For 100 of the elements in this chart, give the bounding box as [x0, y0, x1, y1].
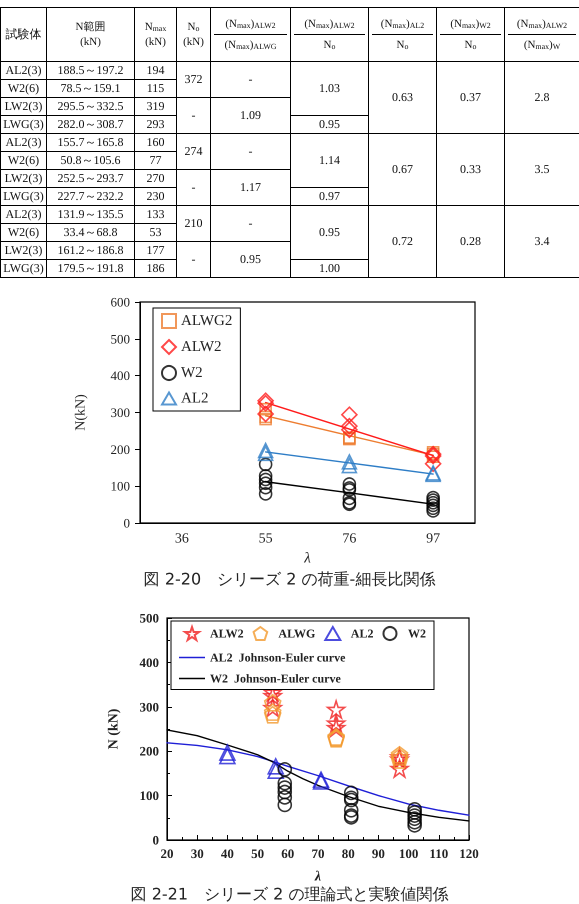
text: 3.4: [534, 234, 550, 248]
category-label: LWG(3): [3, 261, 44, 275]
y-tick-label: 0: [124, 516, 130, 530]
point: [277, 776, 292, 790]
point: [344, 786, 359, 800]
text: 179.5～191.8: [58, 261, 124, 275]
x-tick-label: 100: [398, 846, 418, 861]
point: [267, 762, 284, 780]
text: 0.72: [392, 234, 413, 248]
category-label: AL2(3): [6, 63, 42, 77]
text: 0.63: [392, 90, 413, 104]
category-label: LW2(3): [4, 171, 42, 185]
text: -: [192, 252, 196, 266]
text: 78.5～159.1: [60, 81, 120, 95]
text: 177: [146, 243, 164, 257]
point: [326, 700, 346, 719]
x-tick-label: 76: [342, 532, 356, 546]
text: 115: [146, 81, 164, 95]
point: [277, 780, 292, 795]
x-tick-label: 30: [190, 846, 204, 861]
legend-label: ALWG2: [181, 313, 232, 329]
point: [263, 698, 282, 717]
x-tick-label: 40: [220, 846, 234, 861]
text: 77: [150, 153, 162, 167]
text: 186: [146, 261, 164, 275]
point: [277, 784, 292, 800]
category-label: AL2(3): [6, 135, 42, 149]
text: 1.03: [319, 81, 340, 95]
text: 230: [146, 189, 164, 203]
text: 0.33: [460, 162, 481, 176]
text: 図 2-21 シリーズ 2 の理論式と実験値関係: [130, 884, 448, 904]
text: 0.95: [240, 252, 261, 266]
x-tick-label: 80: [342, 846, 355, 861]
legend-label: ALW2: [181, 339, 222, 355]
text: 372: [184, 72, 202, 86]
point: [277, 798, 292, 812]
x-axis-title: λ: [314, 870, 322, 884]
category-label: W2(6): [8, 81, 40, 95]
text: 194: [146, 63, 164, 77]
text: 2.8: [534, 90, 550, 104]
y-tick-label: 500: [140, 610, 159, 626]
x-tick-label: 120: [459, 846, 479, 861]
text: 0.37: [460, 90, 481, 104]
text: 3.5: [534, 162, 550, 176]
y-tick-label: 400: [110, 368, 130, 384]
text: 252.5～293.7: [58, 171, 124, 185]
category-label: W2(6): [8, 225, 40, 239]
y-tick-label: 200: [110, 442, 130, 457]
text: 155.7～165.8: [58, 135, 124, 149]
x-tick-label: 20: [160, 846, 174, 861]
text: 293: [146, 117, 164, 131]
category-label: LW2(3): [4, 243, 42, 257]
x-tick-label: 90: [372, 846, 385, 861]
y-tick-label: 100: [140, 788, 159, 804]
text: 0.97: [319, 189, 340, 203]
y-tick-label: 500: [110, 331, 130, 346]
text: 33.4～68.8: [64, 225, 118, 239]
category-label: W2(6): [8, 153, 40, 167]
text: 160: [146, 135, 164, 149]
text: 210: [184, 216, 202, 230]
line-series: [166, 742, 470, 816]
text: 270: [146, 171, 164, 185]
category-label: 試験体: [4, 27, 42, 42]
point: [407, 802, 422, 817]
text: 188.5～197.2: [58, 63, 124, 77]
text: 1.09: [240, 108, 261, 122]
legend-label: W2: [408, 626, 426, 640]
y-tick-label: 0: [152, 832, 159, 848]
legend-label: W2: [181, 365, 203, 381]
point: [326, 718, 346, 737]
text: -: [248, 216, 252, 230]
text: 133: [146, 207, 164, 221]
point: [407, 811, 422, 826]
text: 1.00: [319, 261, 340, 275]
text: 0.95: [319, 225, 340, 239]
y-tick-label: 300: [140, 699, 159, 714]
text: 53: [150, 225, 162, 239]
text: 1.17: [240, 180, 261, 194]
point: [277, 762, 292, 777]
x-tick-label: 110: [429, 846, 448, 861]
x-tick-label: 50: [251, 846, 264, 861]
point: [407, 814, 422, 830]
text: -: [248, 144, 252, 158]
text: 274: [184, 144, 202, 158]
x-tick-label: 60: [281, 846, 294, 861]
text: -: [248, 72, 252, 86]
legend-label: ALW2: [210, 626, 244, 640]
text: 0.28: [460, 234, 481, 248]
category-label: AL2(3): [6, 207, 42, 221]
point: [407, 808, 422, 823]
text: 50.8～105.6: [60, 153, 120, 167]
text: 0.95: [319, 117, 340, 131]
y-tick-label: 400: [140, 654, 159, 670]
text: 227.7～232.2: [58, 189, 124, 203]
legend-label: AL2: [181, 390, 208, 406]
y-tick-label: 200: [140, 744, 159, 759]
point: [407, 805, 422, 820]
y-axis-title: N(kN): [74, 394, 88, 431]
category-label: LWG(3): [3, 189, 44, 203]
point: [267, 758, 284, 775]
